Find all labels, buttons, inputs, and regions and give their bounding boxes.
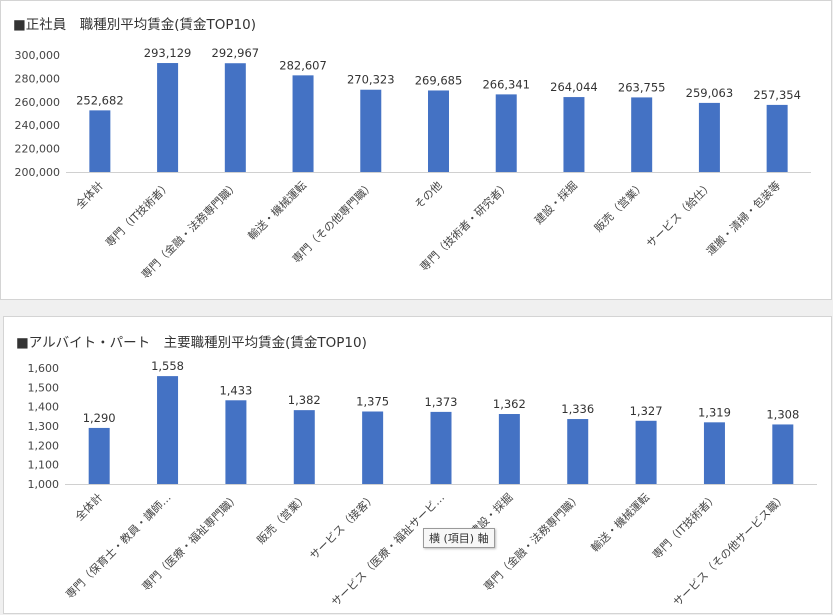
y-tick-label: 1,400 xyxy=(28,401,60,414)
data-label: 1,327 xyxy=(630,404,663,418)
bar[interactable] xyxy=(567,419,589,484)
bar[interactable] xyxy=(89,110,111,172)
bar[interactable] xyxy=(498,414,520,484)
bar[interactable] xyxy=(157,63,179,172)
category-label: サービス（給仕） xyxy=(643,178,715,250)
bar[interactable] xyxy=(225,400,247,484)
data-label: 259,063 xyxy=(686,86,734,100)
data-label: 1,558 xyxy=(151,359,184,373)
category-label: サービス（医療・福祉サービ… xyxy=(328,490,447,609)
data-label: 1,375 xyxy=(356,395,389,409)
category-label: サービス（その他サービス職） xyxy=(671,491,789,609)
data-label: 1,308 xyxy=(766,407,799,421)
category-label: 全体計 xyxy=(73,178,106,211)
data-label: 282,607 xyxy=(279,58,327,72)
category-label: 輸送・機械運転 xyxy=(588,490,652,554)
chart-title-parttime: ■アルバイト・パート 主要職種別平均賃金(賃金TOP10) xyxy=(16,335,367,351)
bar[interactable] xyxy=(428,90,449,172)
bar[interactable] xyxy=(772,424,794,484)
bar[interactable] xyxy=(495,94,517,172)
bar[interactable] xyxy=(88,427,110,484)
category-label: 全体計 xyxy=(72,490,105,523)
bar-chart-fulltime[interactable]: 200,000 220,000 240,000 260,000 280,000 300,0… xyxy=(1,1,831,299)
y-tick-label: 220,000 xyxy=(15,143,61,156)
data-label: 270,323 xyxy=(347,73,395,87)
category-label: サービス（接客） xyxy=(307,490,379,562)
category-label: 販売（営業） xyxy=(591,178,648,235)
data-label: 293,129 xyxy=(144,46,192,60)
y-tick-label: 1,500 xyxy=(28,381,60,394)
y-tick-label: 300,000 xyxy=(15,49,61,62)
y-tick-label: 280,000 xyxy=(15,72,61,85)
bar[interactable] xyxy=(635,420,657,484)
data-label: 1,290 xyxy=(83,411,116,425)
bar[interactable] xyxy=(430,411,452,484)
data-label: 257,354 xyxy=(753,88,801,102)
y-tick-label: 1,600 xyxy=(28,362,60,375)
bar[interactable] xyxy=(360,89,382,172)
bar[interactable] xyxy=(563,97,585,172)
bar[interactable] xyxy=(362,411,384,485)
bar[interactable] xyxy=(157,376,179,484)
y-tick-label: 1,000 xyxy=(28,478,60,491)
data-label: 1,433 xyxy=(219,383,252,397)
y-tick-label: 260,000 xyxy=(15,96,61,109)
chart-panel-parttime[interactable]: ■アルバイト・パート 主要職種別平均賃金(賃金TOP10) 1,000 1,100… xyxy=(3,316,832,614)
bar[interactable] xyxy=(766,104,788,172)
chart-panel-fulltime[interactable]: ■正社員 職種別平均賃金(賃金TOP10) 200,000 220,000 240,… xyxy=(0,0,832,300)
category-label: 輸送・機械運転 xyxy=(245,178,309,242)
bar[interactable] xyxy=(631,97,653,172)
category-label: 専門（IT技術者） xyxy=(650,491,721,562)
data-label: 264,044 xyxy=(550,80,598,94)
data-label: 269,685 xyxy=(415,73,463,87)
y-tick-label: 1,300 xyxy=(28,420,60,433)
data-label: 252,682 xyxy=(76,93,124,107)
y-tick-label: 240,000 xyxy=(15,119,61,132)
data-label: 1,319 xyxy=(698,405,731,419)
y-tick-label: 200,000 xyxy=(15,166,61,179)
category-label: 販売（営業） xyxy=(254,490,311,547)
axis-tooltip: 横 (項目) 軸 xyxy=(423,528,495,548)
data-label: 1,362 xyxy=(493,397,526,411)
bar[interactable] xyxy=(292,75,314,172)
data-label: 1,336 xyxy=(561,402,594,416)
bar-chart-parttime[interactable]: 1,000 1,100 1,200 1,300 1,400 1,500 1,600 1,290… xyxy=(4,317,831,613)
category-label: 建設・採掘 xyxy=(531,178,580,227)
category-label: その他 xyxy=(412,179,445,212)
data-label: 292,967 xyxy=(212,46,260,60)
data-label: 266,341 xyxy=(482,77,530,91)
category-label: 専門（IT技術者） xyxy=(103,179,174,250)
bar[interactable] xyxy=(703,422,725,484)
y-tick-label: 1,200 xyxy=(28,439,60,452)
category-label: 運搬・清掃・包装等 xyxy=(703,178,783,258)
y-tick-label: 1,100 xyxy=(28,459,60,472)
chart-title-fulltime: ■正社員 職種別平均賃金(賃金TOP10) xyxy=(13,17,256,33)
bar[interactable] xyxy=(698,102,720,172)
data-label: 263,755 xyxy=(618,80,666,94)
data-label: 1,373 xyxy=(425,395,458,409)
bar[interactable] xyxy=(224,63,246,173)
bar[interactable] xyxy=(293,410,315,484)
data-label: 1,382 xyxy=(288,393,321,407)
